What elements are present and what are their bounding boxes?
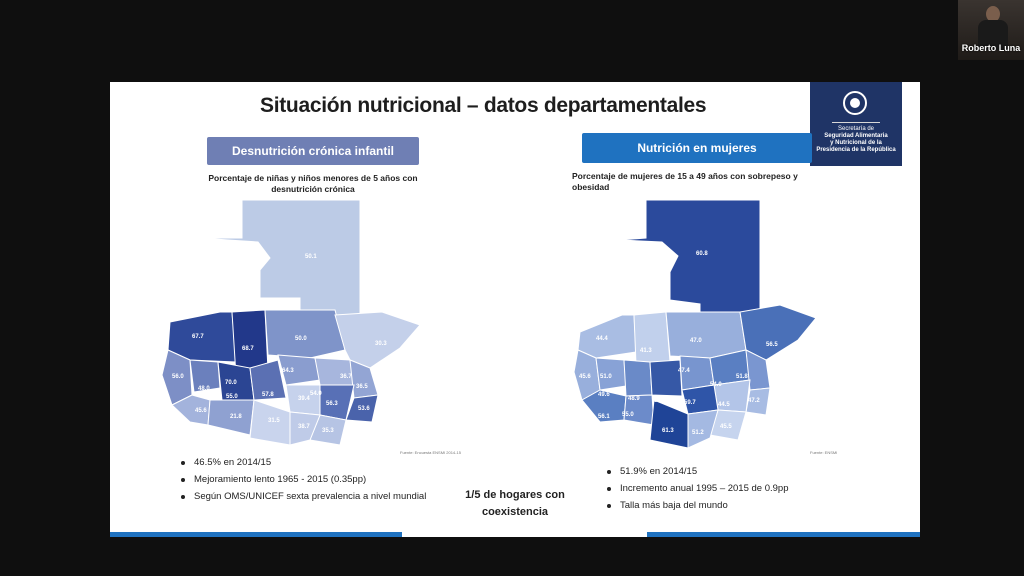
map-region [289, 411, 321, 446]
logo-divider [832, 122, 880, 123]
list-item: Según OMS/UNICEF sexta prevalencia a niv… [178, 488, 426, 505]
map-region [633, 311, 671, 365]
map-value: 48.0 [198, 386, 210, 392]
map-value: 51.0 [600, 374, 612, 380]
list-item: 46.5% en 2014/15 [178, 454, 426, 471]
map-value: 70.0 [225, 380, 237, 386]
map-value: 36.7 [340, 374, 352, 380]
map-region [334, 311, 421, 369]
left-map-source: Fuente: Encuesta ENSMI 2014-15 [400, 450, 461, 455]
map-value: 45.6 [579, 374, 591, 380]
map-region [619, 199, 761, 321]
coexistence-note: 1/5 de hogares con coexistencia [465, 489, 565, 518]
map-region [739, 304, 817, 361]
map-value: 21.8 [230, 414, 242, 420]
map-region [665, 311, 747, 359]
map-value: 30.3 [375, 341, 387, 347]
chronic-malnutrition-badge: Desnutrición crónica infantil [207, 137, 419, 165]
map-region [314, 357, 355, 386]
map-value: 59.7 [684, 400, 696, 406]
map-value: 61.3 [662, 428, 674, 434]
map-value: 60.8 [696, 251, 708, 257]
participant-video-tile[interactable]: Roberto Luna [958, 0, 1024, 60]
left-choropleth-map: 50.1 67.7 68.7 50.0 30.3 56.0 48.0 70.0 … [161, 199, 421, 446]
map-region [649, 399, 689, 449]
list-item: Talla más baja del mundo [604, 497, 789, 514]
map-value: 44.5 [718, 402, 730, 408]
map-value: 38.7 [298, 424, 310, 430]
map-value: 45.5 [720, 424, 732, 430]
map-value: 36.5 [356, 384, 368, 390]
list-item: Incremento anual 1995 – 2015 de 0.9pp [604, 480, 789, 497]
map-region [201, 199, 361, 316]
map-value: 39.4 [298, 396, 310, 402]
logo-line-2: Seguridad Alimentaria [824, 133, 888, 139]
map-value: 47.4 [678, 368, 690, 374]
map-value: 56.5 [766, 342, 778, 348]
logo-line-1: Secretaría de [837, 126, 875, 132]
map-value: 44.4 [596, 336, 608, 342]
map-value: 56.1 [598, 414, 610, 420]
map-value: 57.8 [262, 392, 274, 398]
participant-body [978, 20, 1008, 50]
map-value: 54.0 [710, 382, 722, 388]
right-map-source: Fuente: ENSMI [810, 450, 838, 455]
map-value: 67.7 [192, 334, 204, 340]
map-value: 56.3 [326, 401, 338, 407]
map-value: 56.0 [172, 374, 184, 380]
right-bullet-list: 51.9% en 2014/15 Incremento anual 1995 –… [604, 463, 789, 514]
map-value: 64.3 [282, 368, 294, 374]
presentation-slide: Situación nutricional – datos departamen… [110, 82, 920, 537]
list-item: Mejoramiento lento 1965 - 2015 (0.35pp) [178, 471, 426, 488]
slide-title: Situación nutricional – datos departamen… [260, 94, 707, 117]
map-value: 49.6 [598, 392, 610, 398]
map-region [189, 359, 221, 393]
map-region [345, 394, 379, 423]
map-value: 54.0 [310, 391, 322, 397]
logo-line-4: Presidencia de la República [816, 147, 896, 153]
participant-name: Roberto Luna [961, 43, 1021, 53]
map-value: 56.3 [654, 398, 666, 404]
map-value: 31.5 [268, 418, 280, 424]
map-value: 50.1 [305, 254, 317, 260]
map-value: 55.0 [226, 394, 238, 400]
map-value: 55.0 [622, 412, 634, 418]
map-region [649, 359, 683, 397]
list-item: 51.9% en 2014/15 [604, 463, 789, 480]
map-value: 47.2 [748, 398, 760, 404]
sesan-logo: Secretaría de Seguridad Alimentaria y Nu… [810, 82, 902, 166]
seal-icon [843, 91, 867, 115]
map-value: 68.7 [242, 346, 254, 352]
map-value: 45.6 [195, 408, 207, 414]
map-value: 50.0 [295, 336, 307, 342]
map-region [687, 409, 719, 449]
participant-head [986, 6, 1000, 22]
map-value: 41.3 [640, 348, 652, 354]
map-value: 48.9 [628, 396, 640, 402]
map-value: 51.2 [692, 430, 704, 436]
map-value: 35.3 [322, 428, 334, 434]
map-region [623, 359, 653, 397]
map-region [264, 309, 346, 359]
women-nutrition-badge: Nutrición en mujeres [582, 133, 812, 163]
map-region [249, 359, 287, 401]
map-value: 53.6 [358, 406, 370, 412]
left-map-subtitle: Porcentaje de niñas y niños menores de 5… [208, 173, 418, 194]
right-map-subtitle: Porcentaje de mujeres de 15 a 49 años co… [572, 171, 798, 192]
left-bullet-list: 46.5% en 2014/15 Mejoramiento lento 1965… [178, 454, 426, 505]
right-choropleth-map: 60.8 44.4 41.3 47.0 56.5 45.6 51.0 47.4 … [573, 199, 817, 449]
logo-text: Secretaría de Seguridad Alimentaria y Nu… [812, 126, 900, 154]
logo-line-3: y Nutricional de la [830, 140, 882, 146]
map-value: 47.0 [690, 338, 702, 344]
accent-bar-gap [402, 532, 647, 537]
map-value: 51.8 [736, 374, 748, 380]
